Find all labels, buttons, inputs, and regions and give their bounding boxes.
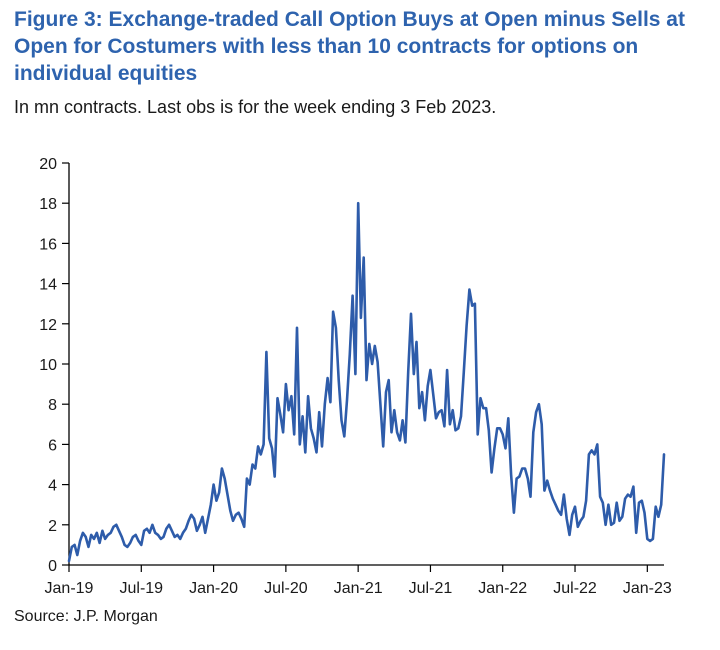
chart-source: Source: J.P. Morgan bbox=[14, 608, 158, 625]
x-axis-ticks: Jan-19 Jul-19 Jan-20 Jul-20 Jan-21 Jul-21 Jan-… bbox=[45, 565, 672, 597]
x-tick-label: Jul-21 bbox=[409, 580, 453, 597]
y-tick-label: 18 bbox=[39, 196, 57, 213]
y-tick-label: 8 bbox=[48, 397, 57, 414]
y-tick-label: 20 bbox=[39, 156, 57, 173]
x-tick-label: Jan-19 bbox=[45, 580, 94, 597]
x-tick-label: Jan-23 bbox=[623, 580, 672, 597]
y-tick-label: 6 bbox=[48, 437, 57, 454]
y-tick-label: 14 bbox=[39, 277, 57, 294]
y-tick-label: 16 bbox=[39, 236, 57, 253]
x-tick-label: Jul-20 bbox=[264, 580, 308, 597]
y-tick-label: 0 bbox=[48, 558, 57, 575]
y-tick-label: 2 bbox=[48, 518, 57, 535]
x-tick-label: Jan-22 bbox=[478, 580, 527, 597]
y-tick-label: 10 bbox=[39, 357, 57, 374]
x-tick-label: Jul-19 bbox=[120, 580, 164, 597]
y-tick-label: 12 bbox=[39, 317, 57, 334]
x-tick-label: Jul-22 bbox=[553, 580, 597, 597]
chart-title: Figure 3: Exchange-traded Call Option Bu… bbox=[14, 8, 685, 85]
y-tick-label: 4 bbox=[48, 478, 57, 495]
series-line bbox=[67, 201, 666, 563]
y-axis-ticks: 0 2 4 6 8 10 12 14 16 18 20 bbox=[39, 156, 69, 575]
x-tick-label: Jan-21 bbox=[334, 580, 383, 597]
chart-subtitle: In mn contracts. Last obs is for the wee… bbox=[14, 97, 497, 117]
x-tick-label: Jan-20 bbox=[189, 580, 238, 597]
